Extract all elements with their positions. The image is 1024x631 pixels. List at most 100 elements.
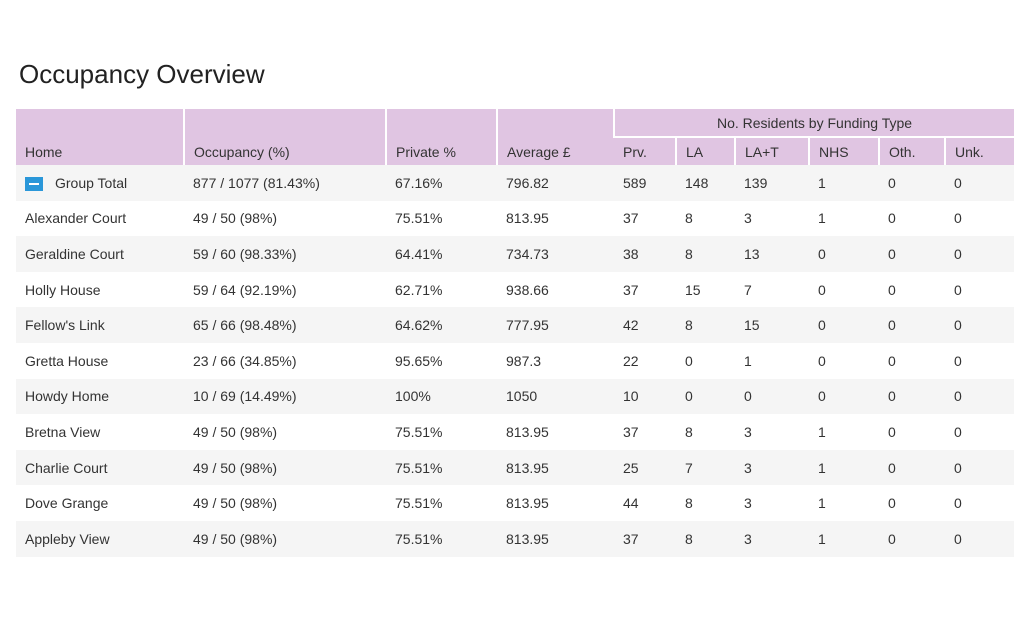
cell-oth-text: 0 <box>888 317 896 334</box>
cell-average: 777.95 <box>497 307 614 343</box>
cell-unk-text: 0 <box>954 423 962 440</box>
cell-nhs: 1 <box>809 520 879 557</box>
cell-private-text: 75.51% <box>395 459 443 476</box>
cell-la-text: 8 <box>685 495 693 512</box>
column-header-la-t[interactable]: LA+T <box>734 137 809 165</box>
cell-home: Geraldine Court <box>16 236 184 272</box>
cell-oth-text: 0 <box>888 174 896 191</box>
cell-occupancy: 49 / 50 (98%) <box>184 449 386 486</box>
cell-home: Fellow's Link <box>16 307 184 343</box>
cell-la-t-text: 3 <box>744 459 752 476</box>
cell-occupancy: 10 / 69 (14.49%) <box>184 378 386 415</box>
cell-occupancy: 59 / 64 (92.19%) <box>184 271 386 308</box>
cell-prv: 37 <box>614 200 676 237</box>
cell-prv-text: 37 <box>623 281 639 298</box>
cell-nhs-text: 0 <box>818 281 826 298</box>
cell-la: 148 <box>676 165 735 201</box>
cell-private-text: 64.62% <box>395 317 443 334</box>
cell-nhs-text: 1 <box>818 210 826 227</box>
cell-nhs: 0 <box>809 236 879 272</box>
cell-nhs-text: 1 <box>818 459 826 476</box>
cell-prv-text: 38 <box>623 245 639 262</box>
cell-prv-text: 37 <box>623 530 639 547</box>
cell-occupancy-text: 877 / 1077 (81.43%) <box>193 174 320 191</box>
cell-occupancy: 59 / 60 (98.33%) <box>184 236 386 272</box>
cell-unk: 0 <box>945 449 1015 486</box>
cell-average-text: 1050 <box>506 388 538 405</box>
cell-la-t-text: 1 <box>744 352 752 369</box>
collapse-minus-icon[interactable] <box>25 176 43 191</box>
cell-occupancy-text: 49 / 50 (98%) <box>193 423 278 440</box>
cell-la-t-text: 3 <box>744 210 752 227</box>
column-header-nhs[interactable]: NHS <box>808 137 879 165</box>
cell-prv-text: 42 <box>623 317 639 334</box>
cell-oth: 0 <box>879 307 945 343</box>
cell-average-text: 938.66 <box>506 281 549 298</box>
column-header-prv[interactable]: Prv. <box>614 137 676 165</box>
cell-oth-text: 0 <box>888 281 896 298</box>
cell-la-text: 148 <box>685 174 709 191</box>
cell-average: 734.73 <box>497 236 614 272</box>
cell-unk: 0 <box>945 200 1015 237</box>
cell-average-text: 734.73 <box>506 245 549 262</box>
cell-private: 64.41% <box>386 236 497 272</box>
cell-nhs: 1 <box>809 200 879 237</box>
column-header-unk[interactable]: Unk. <box>943 137 1015 165</box>
cell-la-text: 0 <box>685 352 693 369</box>
cell-unk-text: 0 <box>954 388 962 405</box>
cell-unk: 0 <box>945 342 1015 379</box>
cell-nhs-text: 1 <box>818 530 826 547</box>
column-header-private[interactable]: Private % <box>385 109 497 165</box>
cell-prv: 42 <box>614 307 676 343</box>
column-header-la[interactable]: LA <box>675 137 735 165</box>
column-header-oth[interactable]: Oth. <box>878 137 945 165</box>
cell-occupancy: 49 / 50 (98%) <box>184 200 386 237</box>
cell-prv: 38 <box>614 236 676 272</box>
cell-la-t: 139 <box>735 165 809 201</box>
cell-prv: 37 <box>614 414 676 450</box>
cell-occupancy-text: 49 / 50 (98%) <box>193 530 278 547</box>
table-row: Holly House 59 / 64 (92.19%) 62.71% 938.66 3… <box>16 271 1015 308</box>
page-title: Occupancy Overview <box>19 59 265 89</box>
occupancy-table: Home Occupancy (%) Private % Average £ N… <box>16 109 1015 557</box>
cell-private-text: 62.71% <box>395 281 443 298</box>
cell-la-t: 15 <box>735 307 809 343</box>
column-group-funding-type: No. Residents by Funding Type <box>612 109 1015 138</box>
column-header-home[interactable]: Home <box>16 109 184 165</box>
cell-la-text: 7 <box>685 459 693 476</box>
cell-prv: 22 <box>614 342 676 379</box>
cell-occupancy-text: 10 / 69 (14.49%) <box>193 388 297 405</box>
cell-la-t: 3 <box>735 449 809 486</box>
cell-private-text: 75.51% <box>395 210 443 227</box>
cell-nhs: 0 <box>809 378 879 415</box>
cell-la: 0 <box>676 342 735 379</box>
cell-la-t: 3 <box>735 485 809 521</box>
cell-private: 75.51% <box>386 414 497 450</box>
cell-oth: 0 <box>879 342 945 379</box>
cell-occupancy: 877 / 1077 (81.43%) <box>184 165 386 201</box>
cell-average: 1050 <box>497 378 614 415</box>
cell-average: 813.95 <box>497 414 614 450</box>
cell-prv: 10 <box>614 378 676 415</box>
table-row: Dove Grange 49 / 50 (98%) 75.51% 813.95 44 8 3… <box>16 485 1015 521</box>
cell-occupancy: 65 / 66 (98.48%) <box>184 307 386 343</box>
cell-unk-text: 0 <box>954 210 962 227</box>
cell-unk: 0 <box>945 485 1015 521</box>
cell-private: 62.71% <box>386 271 497 308</box>
cell-prv-text: 37 <box>623 423 639 440</box>
group-total-row[interactable]: Group Total 877 / 1077 (81.43%) 67.16% 796.… <box>16 165 1015 201</box>
cell-private: 75.51% <box>386 200 497 237</box>
cell-home-text: Bretna View <box>25 423 101 440</box>
column-header-occupancy[interactable]: Occupancy (%) <box>183 109 386 165</box>
cell-home: Gretta House <box>16 342 184 379</box>
cell-la-t-text: 3 <box>744 495 752 512</box>
cell-home: Howdy Home <box>16 378 184 415</box>
column-header-average[interactable]: Average £ <box>496 109 614 165</box>
cell-average-text: 813.95 <box>506 210 549 227</box>
cell-nhs-text: 1 <box>818 423 826 440</box>
cell-occupancy-text: 49 / 50 (98%) <box>193 495 278 512</box>
cell-la-text: 8 <box>685 210 693 227</box>
cell-home-text: Group Total <box>55 174 128 191</box>
cell-average: 796.82 <box>497 165 614 201</box>
cell-private: 75.51% <box>386 449 497 486</box>
